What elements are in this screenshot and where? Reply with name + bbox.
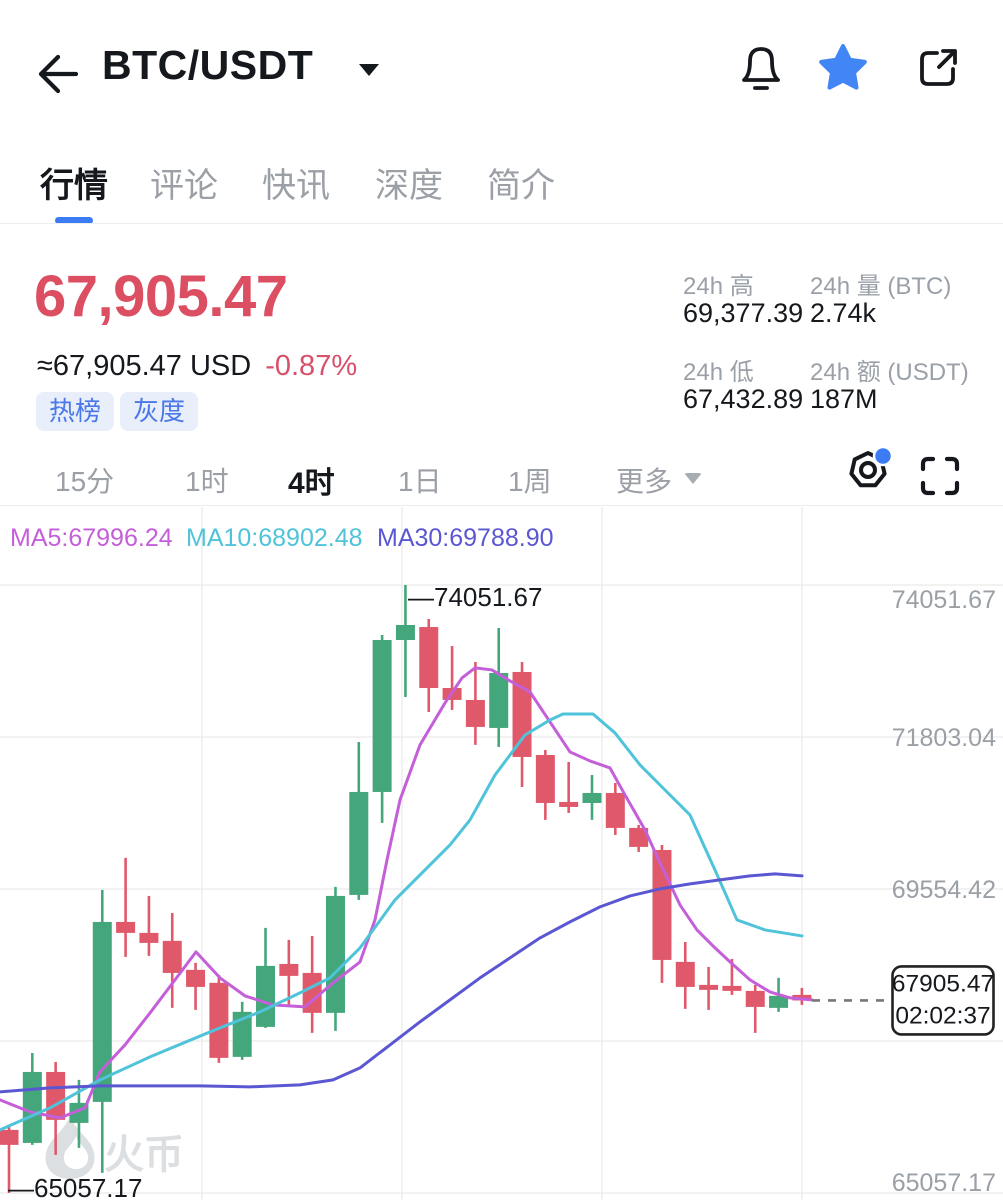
badge-灰度[interactable]: 灰度 [120, 392, 199, 431]
tab-行情[interactable]: 行情 [40, 167, 108, 205]
approx-price-row: ≈67,905.47 USD -0.87% [37, 350, 357, 383]
axis-price-label: 71803.04 [892, 724, 996, 752]
candle-body [0, 1129, 19, 1145]
tab-深度[interactable]: 深度 [375, 167, 443, 205]
timeframe-1时[interactable]: 1时 [185, 466, 229, 497]
candle-body [139, 932, 159, 943]
svg-text:火币: 火币 [104, 1133, 184, 1177]
fullscreen-icon[interactable] [920, 456, 960, 496]
candle-body [675, 961, 695, 987]
stat-value: 187M [810, 384, 878, 414]
stat-label: 24h 额 (USDT) [810, 359, 969, 386]
axis-price-label: 69554.42 [892, 876, 996, 904]
candle-body [325, 895, 345, 1013]
candle-body [279, 963, 299, 976]
candle-body [629, 827, 649, 847]
ma-legend-MA30[interactable]: MA30:69788.90 [377, 524, 554, 552]
candle-body [46, 1071, 66, 1120]
current-price-box[interactable] [891, 965, 995, 1036]
candle-body [92, 921, 112, 1102]
bell-icon[interactable] [736, 42, 786, 94]
change-percent: -0.87% [265, 350, 358, 382]
candle-body [535, 754, 555, 803]
candle-body [256, 965, 276, 1027]
stat-value: 2.74k [810, 298, 877, 328]
high-annotation: —74051.67 [408, 582, 542, 612]
pair-caret-down-icon[interactable] [358, 63, 380, 77]
more-label: 更多 [616, 466, 673, 497]
candle-body [465, 699, 485, 727]
candle-body [22, 1071, 42, 1143]
approx-usd-value: ≈67,905.47 USD [37, 350, 252, 382]
axis-price-label: 65057.17 [892, 1169, 996, 1197]
countdown-text: 02:02:37 [895, 1002, 990, 1029]
candle-body [512, 671, 532, 757]
tabs-divider [0, 223, 1003, 224]
low-annotation: —65057.17 [8, 1173, 142, 1200]
tab-评论[interactable]: 评论 [150, 167, 218, 205]
more-timeframes-button[interactable]: 更多 [616, 460, 672, 500]
price-chart[interactable]: 火币 MA5:67996.24 MA10:68902.48 MA30:69788.90… [0, 505, 1003, 1200]
timeframe-1日[interactable]: 1日 [398, 466, 442, 497]
tab-快讯[interactable]: 快讯 [262, 167, 330, 205]
timeframe-1周[interactable]: 1周 [508, 466, 552, 497]
stat-value: 69,377.39 [683, 298, 804, 328]
last-price: 67,905.47 [34, 264, 288, 329]
ma5-line [0, 666, 814, 1120]
favorite-star-icon[interactable] [818, 44, 868, 92]
candle-body [559, 801, 579, 807]
candle-body [769, 995, 789, 1008]
more-caret-down-icon[interactable] [684, 473, 702, 484]
ma10-line [0, 712, 804, 1132]
candle-body [395, 624, 415, 641]
candle-body [605, 792, 625, 828]
ma-legend-MA5[interactable]: MA5:67996.24 [10, 524, 173, 552]
candle-body [489, 672, 509, 728]
huobi-watermark: 火币 [45, 1116, 184, 1179]
candle-body [722, 985, 742, 991]
timeframe-15分[interactable]: 15分 [55, 466, 115, 497]
stat-label: 24h 低 [683, 359, 754, 386]
tab-简介[interactable]: 简介 [487, 167, 555, 205]
active-tab-underline [55, 217, 93, 224]
settings-notification-dot [872, 446, 894, 467]
ma30-line [0, 872, 804, 1094]
axis-price-label: 74051.67 [892, 586, 996, 614]
indicator-settings-icon[interactable] [846, 446, 896, 496]
candle-body [116, 921, 136, 933]
back-arrow-icon[interactable] [34, 50, 82, 98]
stat-label: 24h 量 (BTC) [810, 273, 952, 300]
candle-body [419, 627, 439, 688]
pair-title[interactable]: BTC/USDT [102, 42, 314, 88]
timeframe-4时[interactable]: 4时 [288, 467, 335, 500]
share-icon[interactable] [914, 44, 962, 92]
candle-body [349, 791, 369, 895]
candle-body [745, 990, 765, 1007]
stat-value: 67,432.89 [683, 384, 804, 414]
badge-热榜[interactable]: 热榜 [36, 392, 115, 431]
candle-body [232, 1011, 252, 1057]
ma-legend-MA10[interactable]: MA10:68902.48 [186, 524, 363, 552]
candle-body [209, 982, 229, 1058]
candle-body [699, 984, 719, 990]
candle-body [162, 940, 182, 973]
candle-body [372, 640, 392, 792]
chart-divider [0, 505, 1003, 506]
candle-body [582, 792, 602, 803]
current-price-text: 67905.47 [892, 970, 994, 997]
candle-body [186, 969, 206, 987]
stat-label: 24h 高 [683, 273, 754, 300]
